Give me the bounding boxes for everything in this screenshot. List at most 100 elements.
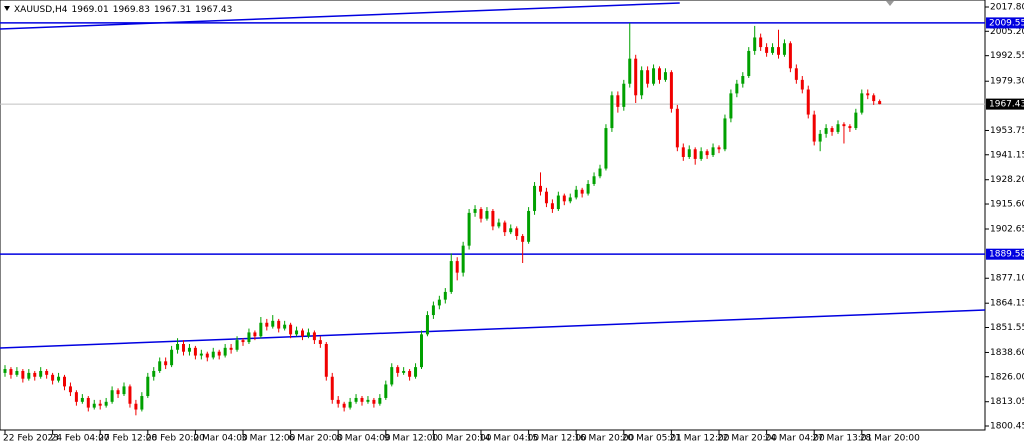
candle-body [312, 332, 316, 341]
candle-body [687, 149, 691, 157]
y-tick-label: 2005.20 [990, 27, 1024, 37]
candle-body [420, 334, 423, 368]
candle-body [295, 330, 299, 335]
high-value: 1969.83 [113, 5, 150, 15]
candle-body [497, 222, 501, 227]
y-tick-label: 1979.30 [990, 77, 1024, 87]
candle-body [747, 50, 751, 77]
candle-body [372, 399, 376, 404]
candle-body [693, 149, 697, 159]
candle-body [449, 261, 453, 292]
candle-body [396, 367, 400, 373]
y-tick-label: 1813.05 [990, 397, 1024, 407]
x-tick-label: 9 Mar 12:00 [384, 434, 439, 444]
candle-body [723, 118, 727, 150]
last-price-label: 1967.43 [989, 100, 1024, 110]
candle-body [259, 322, 263, 337]
candle-body [806, 89, 810, 115]
x-tick-label: 22 Feb 2023 [3, 434, 59, 444]
open-value: 1969.01 [72, 5, 109, 15]
trendline [0, 309, 985, 349]
x-tick-label: 16 Mar 20:00 [574, 434, 634, 444]
candle-body [182, 343, 185, 352]
candle-body [622, 83, 626, 107]
candle-body [521, 236, 525, 242]
candle-body [699, 151, 703, 159]
candle-body [15, 370, 19, 375]
menu-triangle [4, 6, 10, 11]
candle-body [140, 396, 144, 410]
candle-body [122, 386, 126, 395]
candle-body [592, 176, 596, 184]
candle-body [878, 101, 882, 105]
candle-body [199, 353, 203, 356]
candle-body [318, 340, 322, 344]
candle-body [408, 370, 412, 377]
line-label-box [986, 248, 1024, 260]
candle-body [604, 128, 608, 169]
candle-body [57, 376, 61, 381]
candle-body [539, 185, 542, 192]
x-tick-label: 22 Mar 20:00 [717, 434, 777, 444]
candle-body [366, 399, 370, 402]
x-tick-label: 14 Mar 04:00 [479, 434, 539, 444]
y-tick-label: 2017.80 [990, 2, 1024, 12]
candle-body [443, 291, 447, 300]
candle-body [271, 320, 275, 327]
shift-marker [886, 1, 894, 6]
candle-body [717, 147, 721, 150]
candle-body [265, 322, 269, 327]
candle-body [503, 222, 507, 233]
candle-body [301, 330, 304, 337]
candle-body [342, 403, 346, 408]
candle-body [485, 210, 489, 219]
candle-body [818, 133, 822, 142]
candle-body [283, 324, 287, 329]
y-tick-label: 1992.55 [990, 51, 1024, 61]
line-label: 1889.58 [989, 250, 1024, 260]
x-tick-label: 27 Feb 12:00 [98, 434, 157, 444]
candle-body [759, 37, 763, 48]
candle-body [176, 343, 180, 350]
x-tick-label: 3 Mar 12:00 [241, 434, 296, 444]
x-tick-label: 28 Feb 20:00 [146, 434, 205, 444]
candle-body [854, 112, 858, 129]
candle-body [110, 390, 114, 402]
candle-body [217, 351, 221, 356]
candle-body [27, 372, 31, 379]
candle-body [241, 340, 245, 343]
candle-body [646, 70, 650, 84]
last-price-box [986, 98, 1024, 110]
candle-body [765, 47, 769, 53]
candle-body [289, 324, 293, 335]
candle-body [378, 397, 382, 404]
candle-body [860, 93, 864, 113]
candle-body [812, 114, 816, 142]
x-tick-label: 24 Feb 04:00 [51, 434, 110, 444]
candle-body [235, 340, 239, 350]
x-tick-label: 15 Mar 12:00 [527, 434, 587, 444]
candle-body [92, 403, 96, 408]
y-tick-label: 1800.45 [990, 422, 1024, 432]
candle-body [354, 397, 358, 402]
candle-body [509, 228, 513, 233]
candle-body [63, 376, 66, 387]
candle-body [598, 168, 602, 177]
candle-body [800, 79, 804, 90]
y-tick-label: 1915.60 [990, 200, 1024, 210]
candle-body [360, 397, 364, 402]
candle-body [425, 315, 429, 335]
candle-body [616, 95, 620, 107]
candle-body [21, 370, 25, 379]
candle-body [741, 76, 745, 84]
candle-body [324, 343, 328, 377]
candle-body [384, 384, 388, 398]
line-label-box [986, 17, 1024, 29]
candle-body [872, 95, 876, 102]
y-tick-label: 1941.15 [990, 150, 1024, 160]
y-tick-label: 1953.75 [990, 126, 1024, 136]
candle-body [824, 128, 828, 134]
symbol: XAUUSD,H4 [14, 5, 68, 15]
candle-body [556, 195, 560, 210]
